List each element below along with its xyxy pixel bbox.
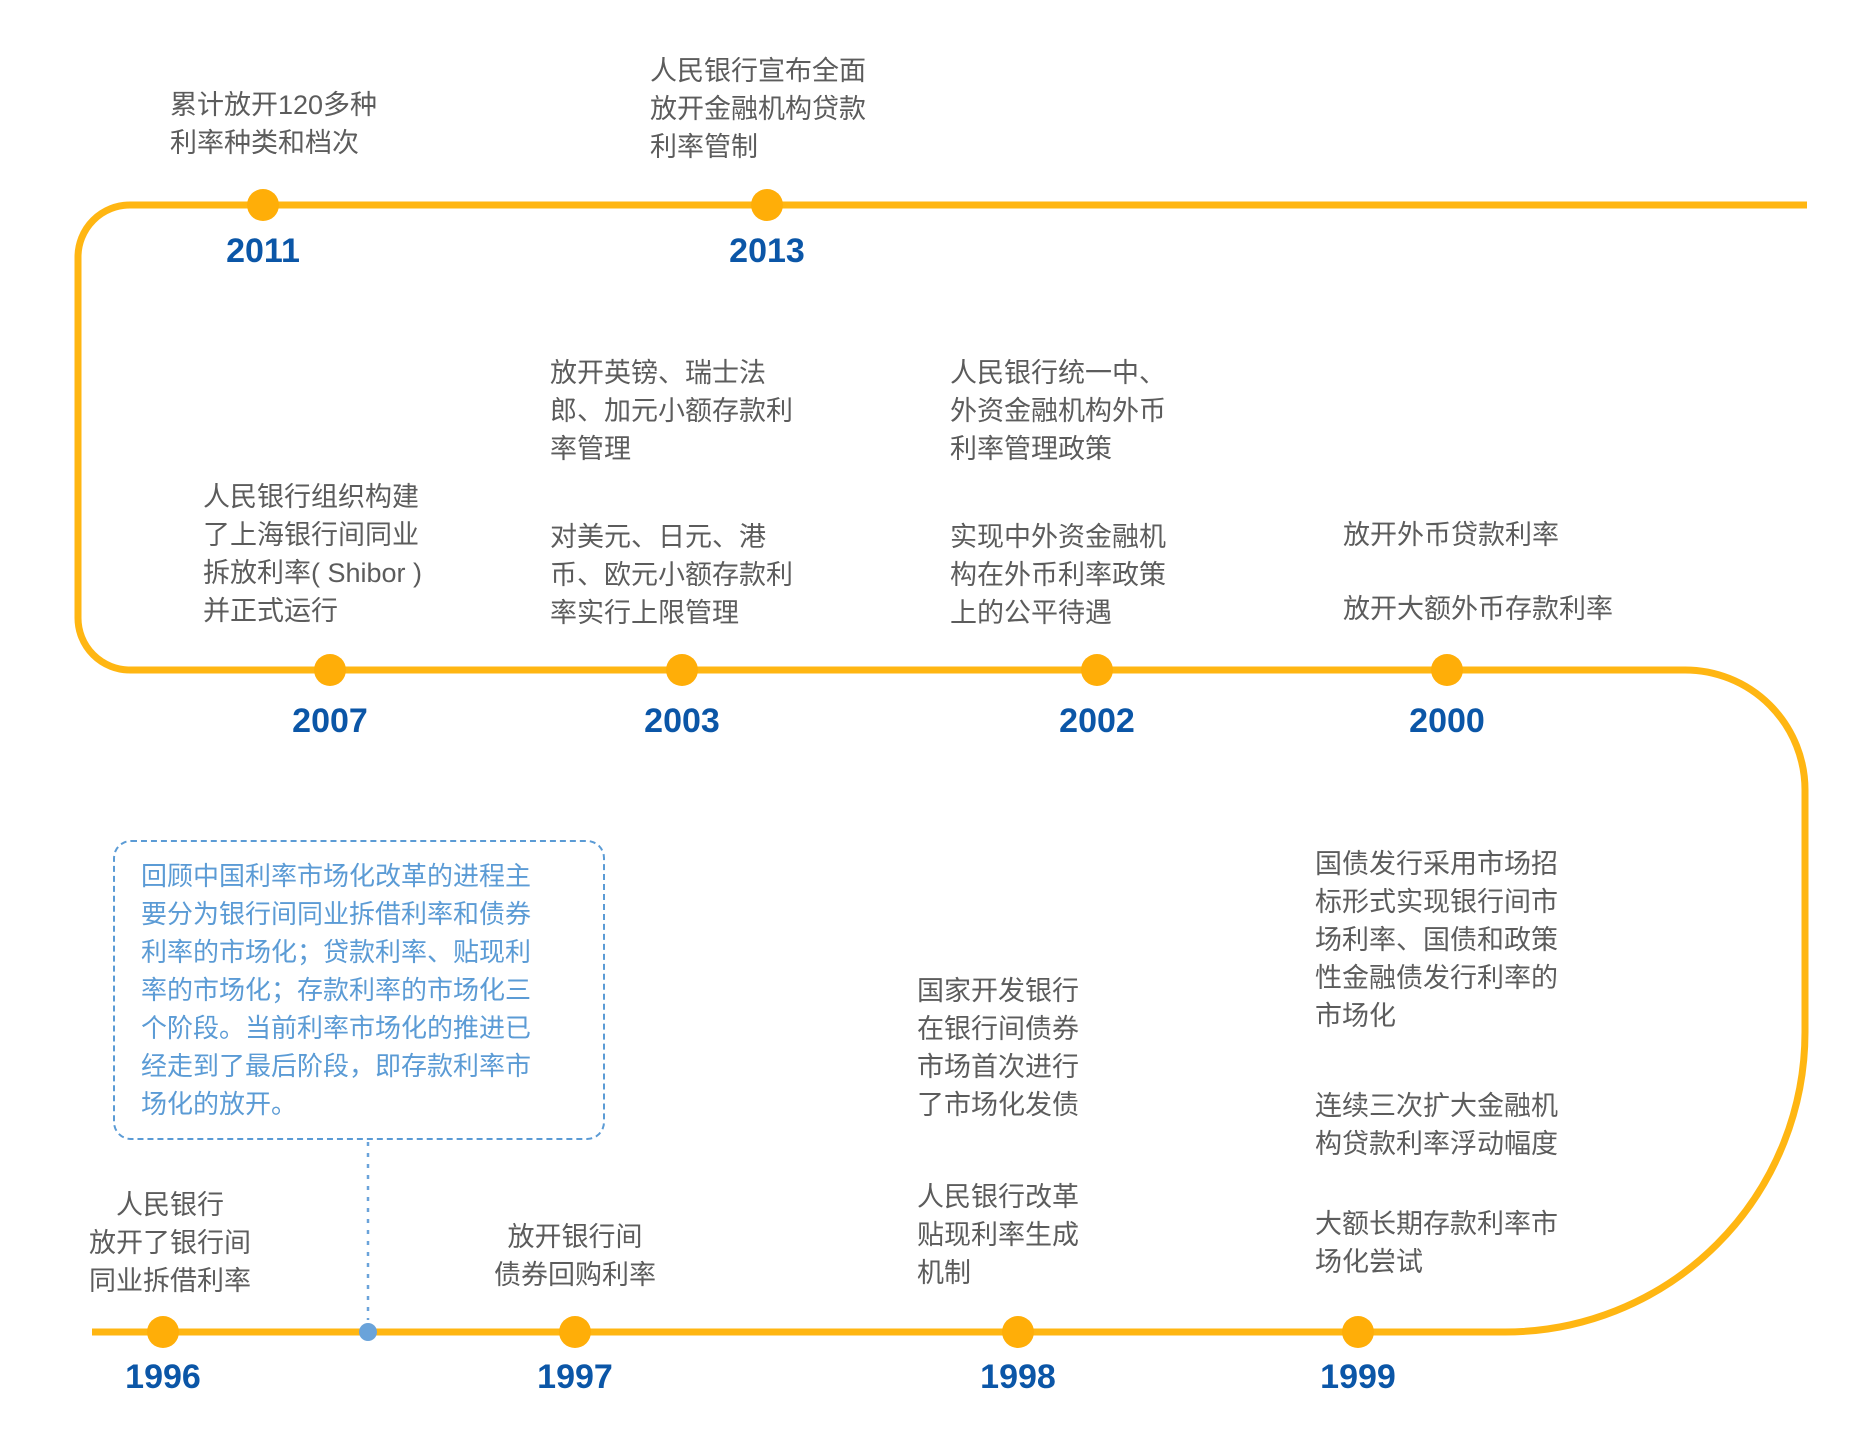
timeline-dot-2013 (751, 189, 783, 221)
year-label-2007: 2007 (292, 702, 368, 740)
year-label-2013: 2013 (729, 232, 805, 270)
event-text-2000-p1: 放开外币贷款利率 (1343, 520, 1559, 550)
note-box: 回顾中国利率市场化改革的进程主 要分为银行间同业拆借利率和债券 利率的市场化；贷… (113, 840, 605, 1140)
event-text-1998-p2: 人民银行改革 贴现利率生成 机制 (917, 1182, 1079, 1288)
note-box-text: 回顾中国利率市场化改革的进程主 要分为银行间同业拆借利率和债券 利率的市场化；贷… (141, 861, 532, 1119)
timeline-dot-2007 (314, 654, 346, 686)
note-connector-dot (359, 1323, 377, 1341)
year-label-2003: 2003 (644, 702, 720, 740)
year-label-1999: 1999 (1320, 1358, 1396, 1396)
timeline-dot-2002 (1081, 654, 1113, 686)
event-text-1996: 人民银行 放开了银行间 同业拆借利率 (89, 1190, 251, 1296)
timeline-dot-2011 (247, 189, 279, 221)
timeline-dot-1996 (147, 1316, 179, 1348)
year-label-2000: 2000 (1409, 702, 1485, 740)
year-label-2002: 2002 (1059, 702, 1135, 740)
event-text-2002-p2: 实现中外资金融机 构在外币利率政策 上的公平待遇 (950, 522, 1166, 628)
event-text-2013: 人民银行宣布全面 放开金融机构贷款 利率管制 (650, 56, 866, 162)
timeline-dot-1997 (559, 1316, 591, 1348)
event-text-1999-p3: 大额长期存款利率市 场化尝试 (1315, 1209, 1558, 1277)
event-text-1999-p1: 国债发行采用市场招 标形式实现银行间市 场利率、国债和政策 性金融债发行利率的 … (1315, 849, 1558, 1031)
timeline-dot-2003 (666, 654, 698, 686)
event-text-1998-p1: 国家开发银行 在银行间债券 市场首次进行 了市场化发债 (917, 976, 1079, 1120)
event-text-2003-p1: 放开英镑、瑞士法 郎、加元小额存款利 率管理 (550, 358, 793, 464)
event-text-1999-p2: 连续三次扩大金融机 构贷款利率浮动幅度 (1315, 1091, 1558, 1159)
timeline-dot-1998 (1002, 1316, 1034, 1348)
timeline-snake-line (74, 201, 1809, 1336)
event-text-1997: 放开银行间 债券回购利率 (494, 1222, 656, 1290)
year-label-1996: 1996 (125, 1358, 201, 1396)
event-text-2002-p1: 人民银行统一中、 外资金融机构外币 利率管理政策 (950, 358, 1166, 464)
year-label-1998: 1998 (980, 1358, 1056, 1396)
timeline-dot-2000 (1431, 654, 1463, 686)
event-text-2011: 累计放开120多种 利率种类和档次 (170, 90, 378, 158)
event-text-2007: 人民银行组织构建 了上海银行间同业 拆放利率( Shibor ) 并正式运行 (203, 482, 423, 626)
event-text-2000-p2: 放开大额外币存款利率 (1343, 594, 1613, 624)
event-text-2003-p2: 对美元、日元、港 币、欧元小额存款利 率实行上限管理 (550, 522, 793, 628)
year-label-1997: 1997 (537, 1358, 613, 1396)
year-label-2011: 2011 (226, 232, 300, 270)
timeline-dot-1999 (1342, 1316, 1374, 1348)
